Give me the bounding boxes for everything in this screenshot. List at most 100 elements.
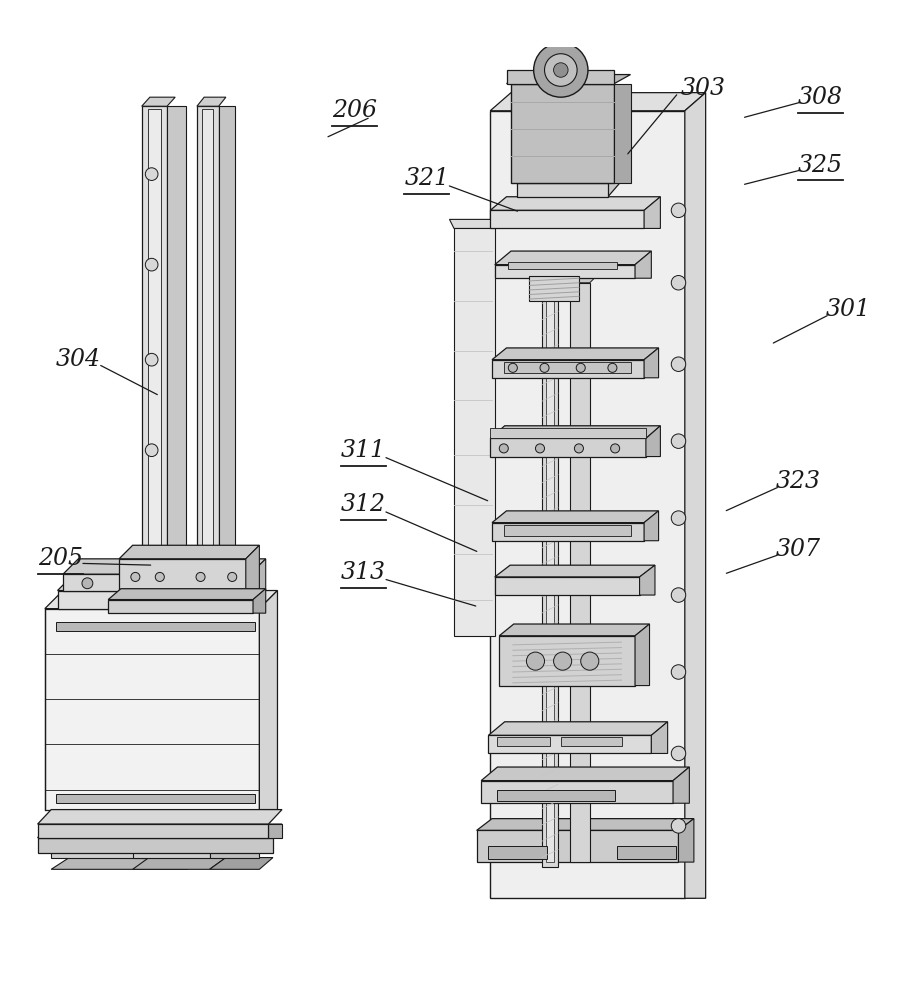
Bar	[108, 600, 253, 613]
Polygon shape	[507, 75, 630, 84]
Bar	[202, 109, 213, 545]
Bar	[133, 838, 210, 858]
Circle shape	[671, 357, 686, 371]
Circle shape	[527, 652, 545, 670]
Bar	[570, 283, 590, 862]
Bar	[617, 846, 676, 859]
Bar	[142, 106, 167, 550]
Text: 312: 312	[341, 493, 386, 516]
Polygon shape	[133, 858, 226, 869]
Polygon shape	[635, 251, 651, 278]
Bar	[504, 525, 630, 536]
Polygon shape	[269, 824, 282, 838]
Polygon shape	[651, 722, 667, 753]
Circle shape	[610, 444, 619, 453]
Bar	[542, 280, 558, 867]
Bar	[492, 523, 644, 541]
Polygon shape	[260, 591, 278, 810]
Polygon shape	[246, 545, 260, 591]
Bar	[119, 559, 246, 591]
Circle shape	[671, 203, 686, 218]
Circle shape	[145, 258, 158, 271]
Polygon shape	[635, 624, 649, 686]
Text: 206: 206	[332, 99, 377, 122]
Bar	[481, 781, 673, 803]
Polygon shape	[490, 426, 660, 438]
Text: 323: 323	[775, 470, 821, 493]
Polygon shape	[108, 589, 266, 600]
Circle shape	[228, 572, 237, 581]
Bar	[210, 838, 260, 858]
Circle shape	[534, 43, 588, 97]
Bar	[57, 591, 248, 609]
Polygon shape	[492, 348, 658, 360]
Polygon shape	[167, 550, 192, 559]
Text: 321: 321	[404, 167, 449, 190]
Circle shape	[145, 444, 158, 457]
Polygon shape	[142, 550, 175, 559]
Circle shape	[671, 665, 686, 679]
Bar	[529, 276, 579, 301]
Text: 308: 308	[798, 86, 844, 109]
Polygon shape	[219, 106, 235, 550]
Bar	[507, 70, 614, 84]
Circle shape	[123, 578, 133, 589]
Polygon shape	[51, 858, 160, 869]
Polygon shape	[477, 819, 694, 830]
Polygon shape	[142, 858, 205, 869]
Polygon shape	[251, 559, 266, 591]
Polygon shape	[253, 589, 266, 613]
Polygon shape	[481, 767, 689, 781]
Circle shape	[545, 54, 577, 86]
Polygon shape	[44, 591, 278, 609]
Bar	[454, 228, 495, 636]
Polygon shape	[63, 559, 266, 574]
Circle shape	[82, 578, 93, 589]
Polygon shape	[678, 819, 694, 862]
Polygon shape	[492, 511, 658, 523]
Circle shape	[671, 434, 686, 448]
Text: 301: 301	[825, 298, 870, 321]
Bar	[498, 790, 615, 801]
Bar	[489, 735, 651, 753]
Bar	[498, 737, 550, 746]
Bar	[518, 183, 607, 197]
Polygon shape	[210, 858, 273, 869]
Circle shape	[671, 511, 686, 525]
Text: 313: 313	[341, 561, 386, 584]
Polygon shape	[673, 767, 689, 803]
Circle shape	[607, 363, 617, 372]
Polygon shape	[167, 106, 186, 550]
Bar	[561, 737, 622, 746]
Circle shape	[145, 168, 158, 180]
Circle shape	[131, 572, 140, 581]
Polygon shape	[644, 511, 658, 541]
Bar	[490, 210, 644, 228]
Polygon shape	[219, 550, 241, 559]
Polygon shape	[614, 84, 630, 183]
Polygon shape	[57, 574, 264, 591]
Bar	[495, 265, 635, 278]
Bar	[55, 794, 255, 803]
Circle shape	[145, 353, 158, 366]
Text: 304: 304	[55, 348, 101, 371]
Bar	[142, 838, 187, 858]
Polygon shape	[644, 197, 660, 228]
Circle shape	[671, 276, 686, 290]
Bar	[477, 830, 678, 862]
Polygon shape	[685, 93, 706, 898]
Polygon shape	[37, 824, 282, 838]
Bar	[51, 838, 160, 858]
Bar	[489, 846, 548, 859]
Circle shape	[575, 444, 584, 453]
Circle shape	[536, 444, 545, 453]
Bar	[499, 636, 635, 686]
Bar	[504, 362, 630, 373]
Text: 307: 307	[775, 538, 821, 561]
Bar	[492, 360, 644, 378]
Circle shape	[155, 572, 164, 581]
Circle shape	[554, 652, 572, 670]
Bar	[547, 283, 554, 862]
Polygon shape	[37, 810, 282, 824]
Polygon shape	[490, 93, 706, 111]
